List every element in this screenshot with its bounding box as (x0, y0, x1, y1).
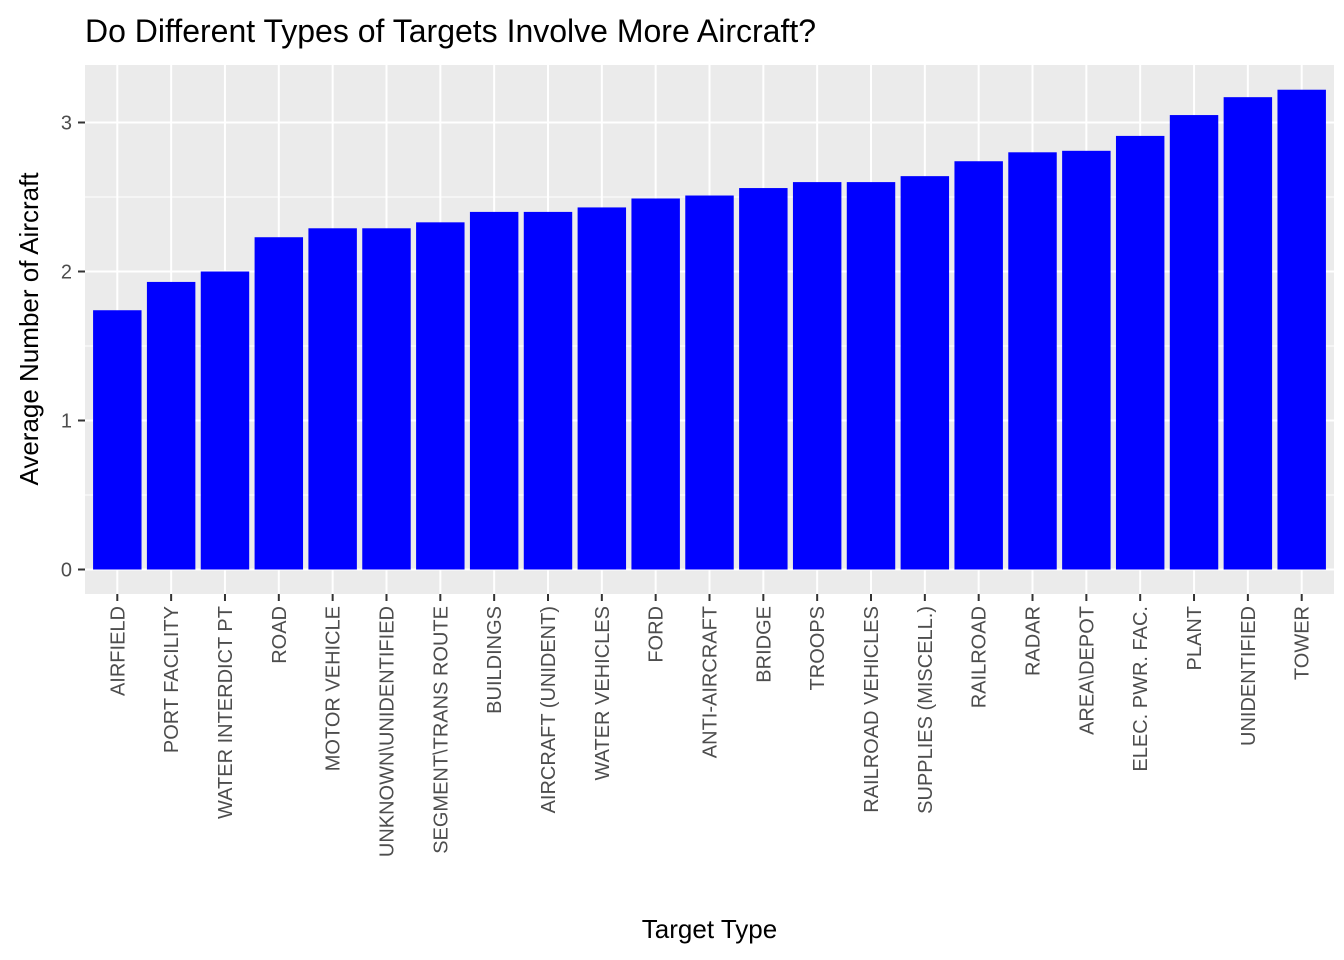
bar (523, 211, 573, 570)
x-tick-label: WATER VEHICLES (592, 606, 614, 780)
bar (416, 222, 465, 570)
x-tick-label: TROOPS (807, 606, 829, 690)
x-tick-label: TOWER (1292, 606, 1314, 680)
y-axis: 0 1 2 3 (61, 113, 85, 582)
bar (1277, 89, 1326, 570)
bar (685, 195, 734, 570)
bar (577, 207, 627, 570)
x-tick-label: PORT FACILITY (161, 606, 183, 753)
y-tick-label: 3 (61, 113, 72, 135)
x-tick-label: ANTI-AIRCRAFT (700, 606, 722, 758)
x-tick-label: AREA\DEPOT (1076, 606, 1098, 735)
bar (1223, 97, 1273, 570)
x-tick-label: SEGMENT\TRANS ROUTE (430, 606, 452, 854)
x-tick-label: RAILROAD (969, 606, 991, 708)
chart-title: Do Different Types of Targets Involve Mo… (85, 13, 816, 49)
x-tick-label: ROAD (269, 606, 291, 664)
bar (1062, 150, 1111, 570)
bar (954, 161, 1003, 570)
x-axis-title: Target Type (642, 914, 777, 944)
x-tick-label: PLANT (1184, 606, 1206, 670)
x-tick-label: SUPPLIES (MISCELL.) (915, 606, 937, 814)
x-tick-label: RAILROAD VEHICLES (861, 606, 883, 813)
bar (792, 182, 842, 570)
bar (846, 182, 896, 570)
x-tick-label: WATER INTERDICT PT (215, 606, 237, 819)
x-tick-label: AIRFIELD (107, 606, 129, 696)
bar (1169, 115, 1219, 570)
bar (631, 198, 680, 570)
bar (308, 228, 357, 570)
bar (1115, 135, 1165, 570)
y-tick-label: 1 (61, 411, 72, 433)
bar (93, 310, 142, 570)
x-tick-label: RADAR (1023, 606, 1045, 676)
x-tick-label: MOTOR VEHICLE (323, 606, 345, 771)
x-tick-label: BRIDGE (753, 606, 775, 683)
x-tick-label: BUILDINGS (484, 606, 506, 714)
x-tick-label: FORD (646, 606, 668, 663)
x-tick-label: AIRCRAFT (UNIDENT) (538, 606, 560, 813)
bar (469, 211, 519, 570)
bar (146, 281, 196, 570)
bar (1008, 152, 1057, 570)
x-tick-label: ELEC. PWR. FAC. (1130, 606, 1152, 772)
y-axis-title: Average Number of Aircraft (14, 172, 44, 486)
y-tick-label: 0 (61, 560, 72, 582)
bar (739, 188, 788, 570)
bar (362, 228, 411, 570)
bars (93, 89, 1326, 570)
bar (200, 271, 250, 570)
x-tick-label: UNIDENTIFIED (1238, 606, 1260, 746)
bar (254, 237, 304, 570)
y-tick-label: 2 (61, 262, 72, 284)
x-tick-label: UNKNOWN\UNIDENTIFIED (376, 606, 398, 857)
bar (900, 176, 950, 570)
x-axis: AIRFIELD PORT FACILITY WATER INTERDICT PT R… (107, 594, 1314, 857)
